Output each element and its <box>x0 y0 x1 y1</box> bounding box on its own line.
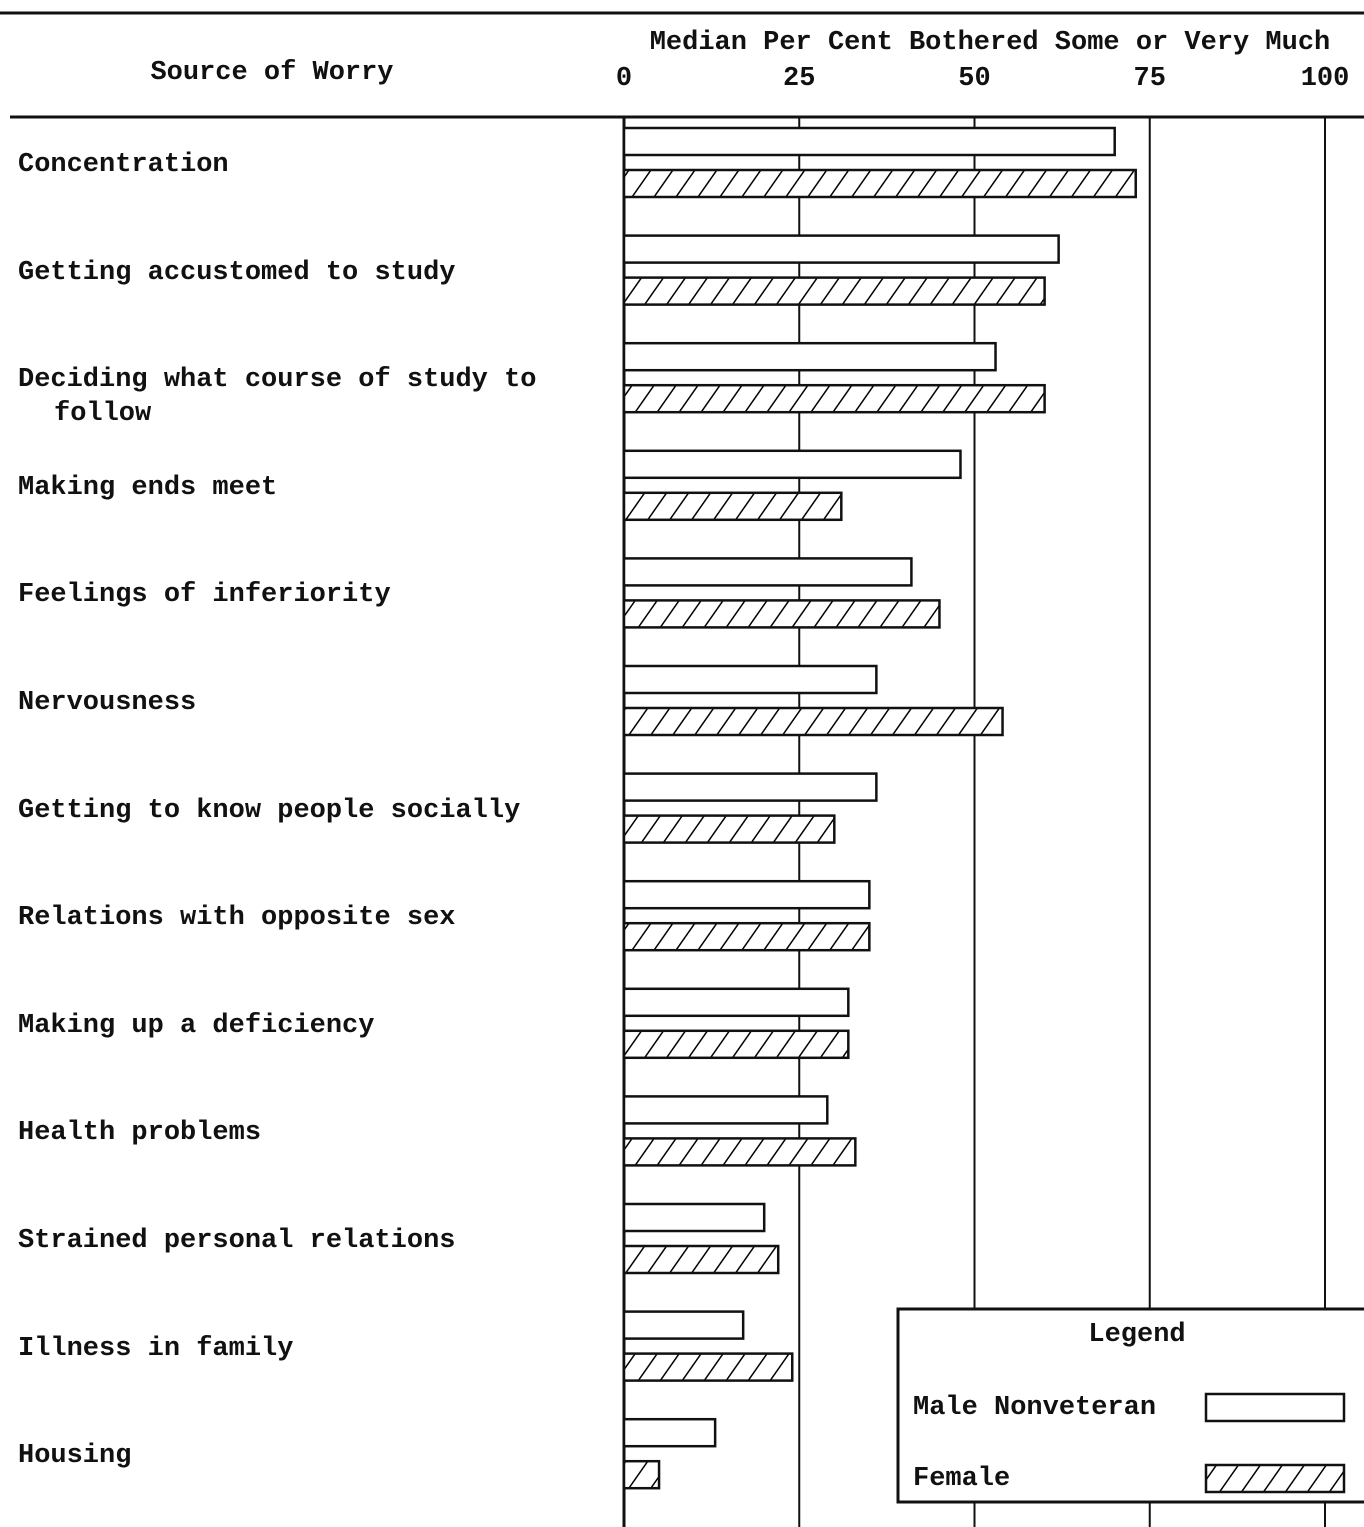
category-label-box: Health problems <box>18 1118 262 1149</box>
legend-swatch <box>1204 1463 1346 1494</box>
bar <box>622 772 878 802</box>
bar <box>622 491 843 522</box>
bar <box>622 234 1060 264</box>
category-label: Making up a deficiency <box>18 1010 375 1041</box>
bar <box>622 276 1046 306</box>
category-label: Illness in family <box>18 1333 294 1364</box>
category-label-box: Getting to know people socially <box>18 795 521 826</box>
category-label-box: Getting accustomed to study <box>18 257 456 288</box>
bar <box>622 1244 780 1275</box>
category-label-box: Making up a deficiency <box>18 1010 375 1041</box>
bar <box>622 557 913 587</box>
bar <box>622 1095 829 1125</box>
category-label: Concentration <box>18 150 229 180</box>
category-label: Deciding what course of study to follow <box>18 365 537 430</box>
bar <box>622 1352 794 1382</box>
bar <box>622 1459 661 1490</box>
category-label-box: Strained personal relations <box>18 1226 456 1256</box>
category-label-box: Deciding what course of study to follow <box>18 365 537 430</box>
category-label: Getting to know people socially <box>18 795 521 826</box>
bar <box>622 1202 766 1233</box>
category-label-box: Nervousness <box>18 688 197 718</box>
category-label-box: Concentration <box>18 150 229 180</box>
category-label-box: Making ends meet <box>18 472 278 503</box>
bar <box>622 599 941 629</box>
bar <box>622 1310 745 1340</box>
x-tick-label: 50 <box>958 64 990 94</box>
bar <box>622 168 1137 199</box>
bar <box>622 1029 850 1060</box>
x-tick-label: 75 <box>1134 64 1166 94</box>
category-label: Nervousness <box>18 688 197 718</box>
bar <box>622 987 850 1018</box>
category-label: Relations with opposite sex <box>18 903 456 934</box>
category-label-box: Relations with opposite sex <box>18 903 456 934</box>
bar <box>622 126 1116 157</box>
category-label: Feelings of inferiority <box>18 580 391 611</box>
category-label-box: Feelings of inferiority <box>18 580 391 611</box>
bar <box>622 706 1004 737</box>
category-label: Getting accustomed to study <box>18 257 456 288</box>
category-label: Health problems <box>18 1118 262 1149</box>
legend-swatch <box>1204 1392 1346 1423</box>
category-label-box: Illness in family <box>18 1333 294 1364</box>
bar <box>622 1137 857 1167</box>
category-label: Strained personal relations <box>18 1226 456 1256</box>
x-axis-title: Median Per Cent Bothered Some or Very Mu… <box>650 28 1331 58</box>
bar <box>622 1417 717 1448</box>
bar <box>622 449 962 480</box>
x-tick-label: 0 <box>616 64 632 94</box>
category-label-box: Housing <box>18 1441 132 1472</box>
x-tick-label: 100 <box>1301 64 1350 94</box>
category-label: Housing <box>18 1441 132 1472</box>
category-header: Source of Worry <box>150 58 393 88</box>
bar <box>622 664 878 695</box>
bar <box>622 879 871 910</box>
legend-label: Male Nonveteran <box>913 1393 1156 1423</box>
legend-label: Female <box>913 1464 1010 1494</box>
legend: Legend Male Nonveteran Female <box>896 1307 1364 1504</box>
bar <box>622 341 997 372</box>
bar <box>622 814 836 844</box>
bar <box>622 383 1046 414</box>
x-tick-label: 25 <box>783 64 815 94</box>
category-label: Making ends meet <box>18 472 278 503</box>
bar <box>622 921 871 952</box>
legend-title: Legend <box>1088 1320 1185 1350</box>
